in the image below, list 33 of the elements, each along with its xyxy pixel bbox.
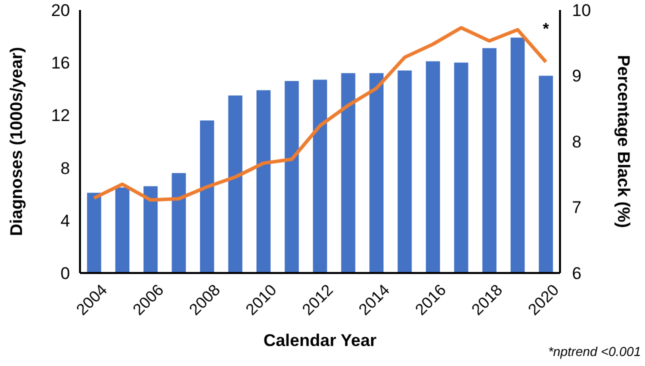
y-axis-title: Diagnoses (1000s/year): [7, 47, 26, 236]
y2-tick-label: 7: [572, 198, 582, 218]
y-tick-label: 4: [60, 211, 70, 230]
bar: [538, 76, 553, 273]
bar: [312, 80, 328, 273]
y2-tick-label: 9: [572, 66, 582, 86]
bar: [172, 173, 186, 273]
bar: [454, 62, 468, 273]
bar: [510, 38, 525, 273]
bar: [228, 95, 242, 273]
y-tick-label: 16: [51, 54, 70, 73]
bar: [482, 48, 496, 273]
y2-tick-label: 8: [572, 132, 582, 152]
y-tick-label: 0: [60, 264, 70, 283]
x-axis-title: Calendar Year: [263, 331, 377, 350]
bar: [341, 73, 356, 273]
bar: [284, 81, 299, 273]
y-tick-label: 20: [51, 0, 70, 20]
y-tick-label: 12: [51, 106, 70, 126]
y2-axis-title: Percentage Black (%): [614, 55, 633, 228]
bar: [426, 61, 440, 273]
bar: [144, 186, 158, 273]
text: *nptrend <0.001: [548, 344, 641, 359]
bar: [200, 120, 214, 273]
y-tick-label: 8: [60, 158, 70, 178]
y2-tick-label: 6: [572, 264, 582, 283]
annotation: *: [542, 21, 550, 38]
bar: [398, 70, 412, 273]
bar: [115, 188, 130, 273]
bar: [256, 90, 271, 273]
y2-tick-label: 10: [572, 0, 591, 20]
bar: [87, 192, 102, 273]
bar: [369, 73, 384, 273]
